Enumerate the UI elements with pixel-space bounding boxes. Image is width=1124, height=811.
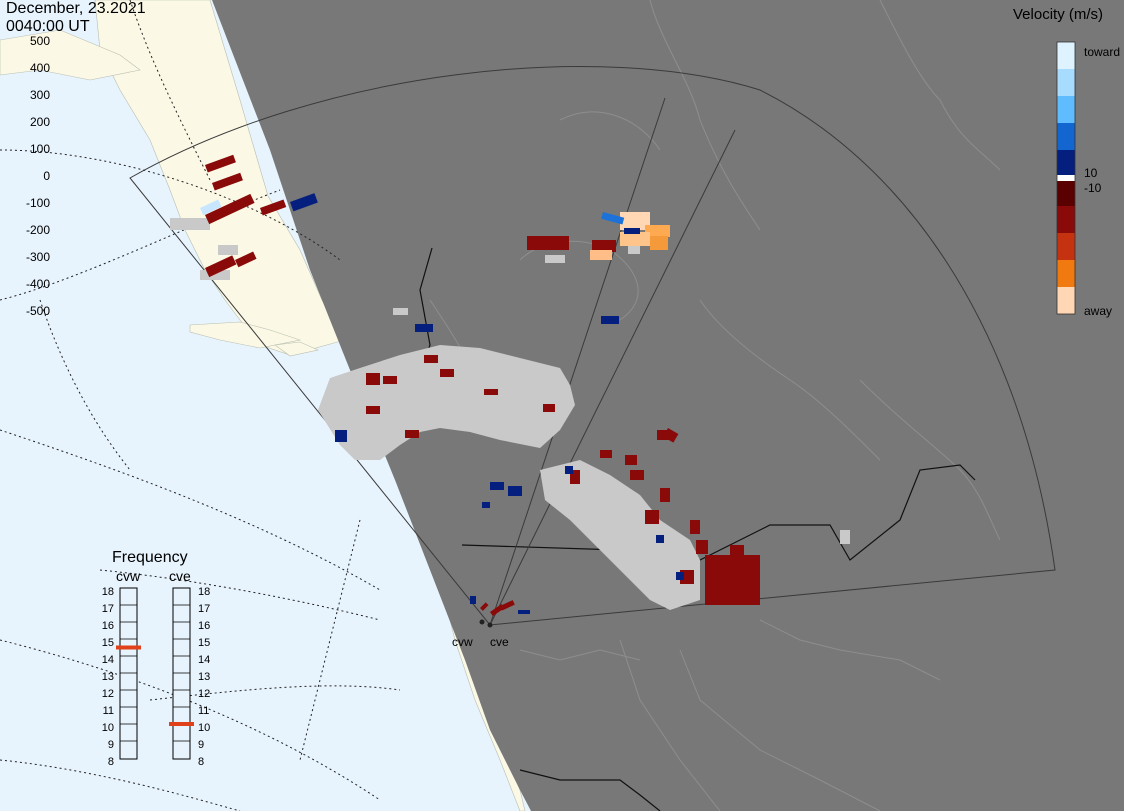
frequency-marker-cve <box>169 722 194 726</box>
velocity-tick: 0 <box>43 169 50 183</box>
time-label: 0040:00 UT <box>6 18 90 35</box>
velocity-colorbar <box>1056 41 1076 315</box>
frequency-scale-label: 17 <box>101 603 114 615</box>
ground-scatter <box>170 218 850 610</box>
velocity-toward-cells <box>199 193 684 614</box>
radar-site-cve <box>487 622 493 628</box>
velocity-fast-away-cells <box>590 212 670 260</box>
site-label-cve: cve <box>490 635 509 649</box>
velocity-tick: -200 <box>25 223 50 237</box>
frequency-scale-label: 12 <box>101 688 114 700</box>
frequency-column-cvw: cvw <box>116 568 141 584</box>
velocity-toward-label: toward <box>1084 45 1121 59</box>
velocity-inner-tick: 10 <box>1084 166 1098 180</box>
frequency-scale-label: 10 <box>198 722 211 734</box>
frequency-marker-cvw <box>116 645 141 650</box>
frequency-column-cve: cve <box>169 568 191 584</box>
velocity-tick: 500 <box>29 34 50 48</box>
frequency-scale-label: 13 <box>101 671 114 683</box>
velocity-tick: 300 <box>29 88 50 102</box>
frequency-scale-label: 12 <box>198 688 211 700</box>
frequency-scale-label: 15 <box>101 637 114 649</box>
velocity-tick: -500 <box>25 304 50 318</box>
frequency-ladder-lines <box>120 604 190 742</box>
velocity-tick: -300 <box>25 250 50 264</box>
velocity-tick: -100 <box>25 196 50 210</box>
frequency-scale-label: 8 <box>107 756 114 768</box>
frequency-scale-label: 9 <box>107 739 114 751</box>
frequency-scale-label: 13 <box>198 671 211 683</box>
frequency-scale-label: 14 <box>101 654 114 666</box>
frequency-scale-label: 8 <box>198 756 205 768</box>
radar-site-cvw <box>479 619 485 625</box>
velocity-tick: 200 <box>29 115 50 129</box>
frequency-ladders <box>119 587 191 760</box>
night-shaded-region <box>212 0 1124 811</box>
frequency-scale-label: 14 <box>198 654 211 666</box>
frequency-scale-label: 11 <box>102 705 114 717</box>
frequency-scale-label: 16 <box>101 620 114 632</box>
velocity-inner-tick: -10 <box>1084 181 1102 195</box>
frequency-scale-label: 15 <box>198 637 211 649</box>
frequency-scale-label: 17 <box>198 603 211 615</box>
site-label-cvw: cvw <box>452 635 473 649</box>
velocity-away-cells <box>204 154 760 617</box>
frequency-scale-label: 9 <box>198 739 205 751</box>
frequency-scale-label: 11 <box>198 705 210 717</box>
fov-outline <box>129 66 1056 626</box>
frequency-scale-label: 10 <box>101 722 114 734</box>
coastlines <box>429 0 1001 811</box>
velocity-tick: 100 <box>29 142 50 156</box>
date-label: December, 23.2021 <box>6 0 146 17</box>
frequency-scale-label: 16 <box>198 620 211 632</box>
velocity-scale-title: Velocity (m/s) <box>1013 6 1104 23</box>
velocity-tick: -400 <box>25 277 50 291</box>
frequency-scale-label: 18 <box>198 586 211 598</box>
frequency-title: Frequency <box>112 549 188 566</box>
frequency-scale-label: 18 <box>101 586 114 598</box>
velocity-tick: 400 <box>29 61 50 75</box>
velocity-away-label: away <box>1084 304 1113 318</box>
